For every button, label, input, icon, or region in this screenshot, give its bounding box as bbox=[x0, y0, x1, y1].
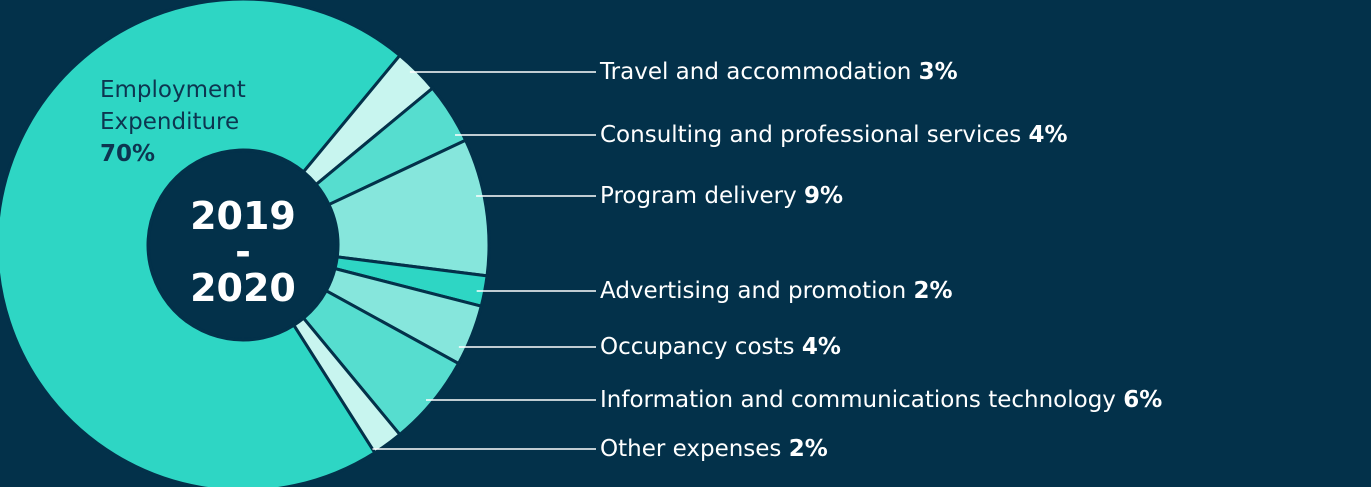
slice bbox=[0, 0, 402, 487]
slice-label-value: 2% bbox=[789, 436, 828, 462]
slice-label-name: Information and communications technolog… bbox=[600, 387, 1116, 413]
main-label-value: 70% bbox=[100, 141, 156, 167]
slice-label-value: 4% bbox=[1029, 122, 1068, 148]
slice-label-name: Other expenses bbox=[600, 436, 781, 462]
slice-label-name: Occupancy costs bbox=[600, 334, 795, 360]
main-label: Employment Expenditure 70% bbox=[100, 74, 310, 170]
slice-label-name: Advertising and promotion bbox=[600, 278, 906, 304]
slice-label: Information and communications technolog… bbox=[600, 387, 1162, 413]
donut-hole bbox=[150, 152, 336, 338]
slice-label: Program delivery 9% bbox=[600, 183, 843, 209]
slice bbox=[291, 316, 402, 455]
slice-label-value: 4% bbox=[802, 334, 841, 360]
slice-label-value: 3% bbox=[919, 59, 958, 85]
slice-label: Travel and accommodation 3% bbox=[599, 59, 958, 85]
chart-title: 2019 - 2020 bbox=[190, 194, 296, 310]
slice-label-name: Travel and accommodation bbox=[599, 59, 911, 85]
slice-label-value: 2% bbox=[913, 278, 952, 304]
main-label-name: Employment Expenditure bbox=[100, 77, 246, 135]
slice-label: Other expenses 2% bbox=[600, 436, 828, 462]
slice-label-name: Program delivery bbox=[600, 183, 797, 209]
slice-label-name: Consulting and professional services bbox=[600, 122, 1021, 148]
slice-label: Occupancy costs 4% bbox=[600, 334, 841, 360]
slice-label-value: 9% bbox=[804, 183, 843, 209]
slice-label: Consulting and professional services 4% bbox=[600, 122, 1068, 148]
slice-label: Advertising and promotion 2% bbox=[600, 278, 953, 304]
slice-label-value: 6% bbox=[1123, 387, 1162, 413]
